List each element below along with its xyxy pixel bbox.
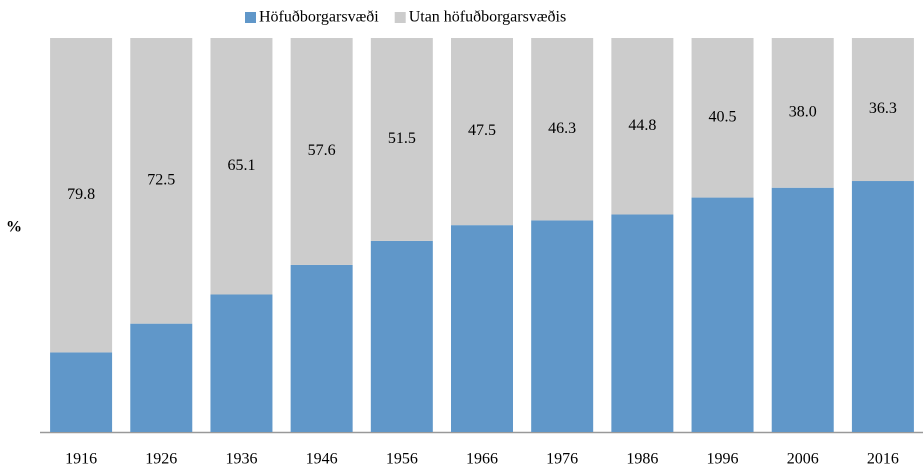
x-tick-label: 1916 [65, 451, 97, 468]
bar-segment [370, 240, 433, 432]
data-label: 65.1 [227, 157, 255, 174]
data-label: 57.6 [308, 142, 336, 159]
data-label: 47.5 [468, 122, 496, 139]
data-label: 36.3 [869, 100, 897, 117]
x-tick-label: 1966 [466, 451, 498, 468]
y-axis-label: % [6, 219, 22, 236]
x-tick-label: 1996 [707, 451, 739, 468]
bar-segment [611, 214, 674, 432]
x-tick-label: 2016 [867, 451, 899, 468]
bar-segment [130, 323, 193, 432]
bar-segment [210, 38, 273, 295]
data-label: 72.5 [147, 171, 175, 188]
bar-segment [531, 220, 594, 432]
bar-segment [771, 187, 834, 432]
x-tick-label: 1976 [546, 451, 578, 468]
legend-label: Höfuðborgarsvæði [259, 9, 379, 26]
bar-segment [451, 38, 513, 226]
data-label: 79.8 [67, 186, 95, 203]
legend-swatch [245, 12, 256, 23]
bar-segment [50, 38, 113, 353]
x-tick-label: 1926 [145, 451, 177, 468]
bar-segment [290, 38, 353, 265]
bar-segment [771, 38, 834, 188]
bar-segment [691, 38, 754, 198]
bar-segment [851, 181, 914, 432]
x-tick-label: 1986 [626, 451, 658, 468]
bar-segment [531, 38, 594, 221]
x-tick-label: 1956 [386, 451, 418, 468]
x-tick-label: 1936 [225, 451, 257, 468]
bar-segment [851, 38, 914, 182]
legend-label: Utan höfuðborgarsvæðis [409, 9, 566, 26]
bar-segment [290, 264, 353, 432]
bar-segment [451, 225, 513, 432]
data-label: 38.0 [789, 104, 817, 121]
data-label: 46.3 [548, 120, 576, 137]
x-tick-label: 2006 [787, 451, 819, 468]
data-label: 40.5 [709, 108, 737, 125]
bar-segment [370, 38, 433, 241]
bar-segment [130, 38, 193, 324]
x-tick-label: 1946 [306, 451, 338, 468]
data-label: 51.5 [388, 130, 416, 147]
bar-segment [611, 38, 674, 215]
legend-swatch [394, 12, 406, 23]
bar-segment [50, 352, 113, 432]
bar-segment [210, 294, 273, 432]
data-label: 44.8 [628, 117, 656, 134]
bar-segment [691, 197, 754, 432]
